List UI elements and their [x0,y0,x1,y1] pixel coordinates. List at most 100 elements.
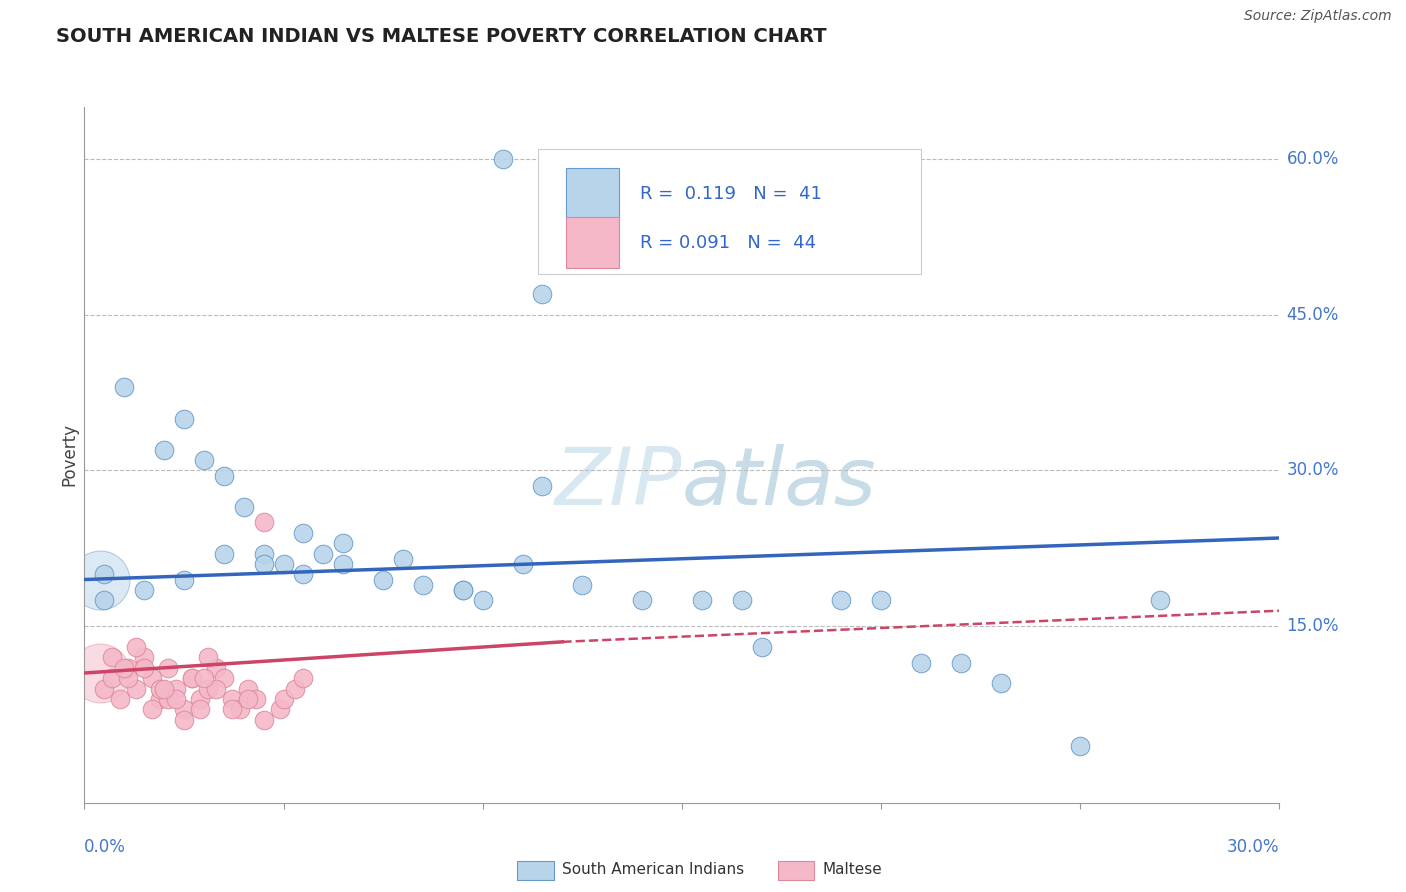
Text: atlas: atlas [682,443,877,522]
Point [149,692,172,706]
Text: 30.0%: 30.0% [1227,838,1279,856]
Point [93,681,115,696]
Point [153,442,176,457]
Point [949,656,972,670]
FancyBboxPatch shape [538,149,921,274]
Point [253,557,276,571]
Point [212,468,235,483]
Point [205,681,228,696]
Point [990,676,1012,690]
Point [89,573,111,587]
Point [253,547,276,561]
Point [269,702,291,716]
Point [132,661,156,675]
Point [101,650,124,665]
Point [232,500,254,514]
Point [221,692,243,706]
Point [1069,739,1091,753]
Point [112,380,135,394]
Point [631,593,654,607]
Point [471,593,494,607]
Point [110,692,132,706]
Point [117,661,139,675]
FancyBboxPatch shape [567,169,619,219]
Point [212,671,235,685]
Point [221,702,243,716]
Point [312,547,335,561]
Text: 0.0%: 0.0% [84,838,127,856]
Point [141,702,163,716]
Point [284,681,307,696]
Text: R =  0.119   N =  41: R = 0.119 N = 41 [640,185,823,203]
Point [112,661,135,675]
Point [690,593,713,607]
Point [125,640,148,654]
Point [332,536,354,550]
Text: 60.0%: 60.0% [1286,150,1339,168]
Point [910,656,932,670]
Point [173,573,195,587]
Text: 30.0%: 30.0% [1286,461,1339,480]
Point [412,578,434,592]
Point [512,557,534,571]
Point [451,582,474,597]
Point [751,640,773,654]
Point [236,681,259,696]
Point [180,671,202,685]
Point [1149,593,1171,607]
Point [173,702,195,716]
Point [149,681,172,696]
Point [197,681,219,696]
Point [132,650,156,665]
Point [180,671,202,685]
Point [93,593,115,607]
Point [93,567,115,582]
Point [132,582,156,597]
Point [371,573,394,587]
Text: SOUTH AMERICAN INDIAN VS MALTESE POVERTY CORRELATION CHART: SOUTH AMERICAN INDIAN VS MALTESE POVERTY… [56,27,827,45]
Point [101,671,124,685]
Point [292,671,315,685]
Point [870,593,893,607]
Point [188,692,211,706]
Point [273,692,295,706]
Point [273,557,295,571]
Point [731,593,754,607]
Point [141,671,163,685]
Point [253,713,276,727]
Point [392,551,415,566]
Point [153,681,176,696]
Point [193,453,215,467]
Point [165,692,187,706]
Point [245,692,267,706]
Point [193,671,215,685]
Point [197,650,219,665]
Point [531,479,554,493]
Point [157,661,180,675]
Point [205,661,228,675]
FancyBboxPatch shape [567,217,619,268]
Point [830,593,852,607]
Point [165,681,187,696]
Point [531,287,554,301]
Point [117,671,139,685]
Point [292,525,315,540]
Text: Source: ZipAtlas.com: Source: ZipAtlas.com [1244,9,1392,23]
Point [188,702,211,716]
Text: 45.0%: 45.0% [1286,306,1339,324]
Point [253,516,276,530]
Point [292,567,315,582]
Point [157,692,180,706]
Point [125,681,148,696]
Point [212,547,235,561]
Text: Maltese: Maltese [823,863,882,877]
Point [571,578,593,592]
Point [332,557,354,571]
Text: R = 0.091   N =  44: R = 0.091 N = 44 [640,234,817,252]
Point [173,713,195,727]
Text: 15.0%: 15.0% [1286,617,1339,635]
Point [451,582,474,597]
Text: South American Indians: South American Indians [562,863,745,877]
Point [228,702,252,716]
Y-axis label: Poverty: Poverty [60,424,79,486]
